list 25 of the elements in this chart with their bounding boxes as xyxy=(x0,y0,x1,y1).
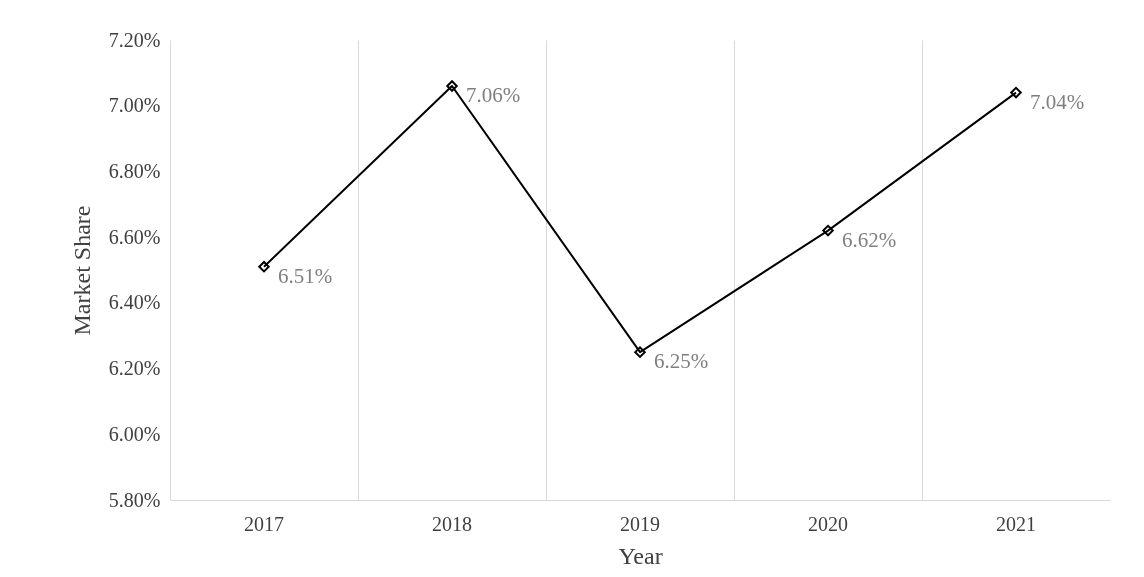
x-tick-label: 2020 xyxy=(808,512,848,535)
x-axis-title: Year xyxy=(618,542,663,569)
y-tick-label: 5.80% xyxy=(108,488,161,511)
point xyxy=(822,224,834,237)
point xyxy=(1010,86,1022,99)
y-tick-label: 6.00% xyxy=(108,422,161,445)
point xyxy=(258,260,270,273)
y-tick-label: 6.80% xyxy=(108,159,161,182)
y-tick-label: 6.20% xyxy=(108,357,161,380)
data-label: 6.25% xyxy=(654,349,709,374)
y-tick-label: 6.60% xyxy=(108,225,161,248)
y-tick-label: 7.20% xyxy=(108,28,161,51)
y-tick-label: 7.00% xyxy=(108,94,161,117)
data-label: 6.51% xyxy=(278,263,333,288)
x-tick-label: 2017 xyxy=(244,512,284,535)
data-label: 7.04% xyxy=(1030,89,1085,114)
point xyxy=(446,80,458,92)
point xyxy=(634,346,646,358)
data-label: 6.62% xyxy=(842,227,897,252)
x-tick-label: 2021 xyxy=(996,512,1036,535)
y-axis-title: Market Share xyxy=(68,205,95,336)
data-label: 7.06% xyxy=(466,83,521,107)
y-tick-label: 6.40% xyxy=(108,291,161,314)
x-tick-label: 2018 xyxy=(432,512,472,535)
x-tick-label: 2019 xyxy=(620,512,660,535)
